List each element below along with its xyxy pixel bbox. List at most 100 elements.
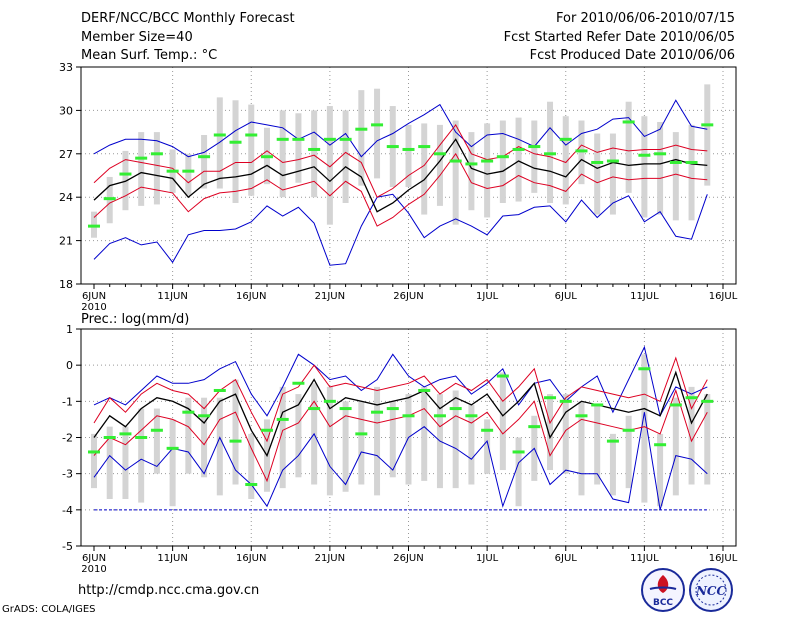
median-marker	[260, 155, 273, 159]
ensemble-box	[138, 408, 145, 503]
median-marker	[292, 381, 305, 385]
median-marker	[135, 156, 148, 160]
ensemble-box	[515, 437, 522, 507]
ensemble-box	[358, 401, 365, 485]
median-marker	[433, 414, 446, 418]
bcc-logo-text: BCC	[653, 598, 673, 608]
ensemble-box	[169, 419, 176, 507]
x-tick-label: 16JUL	[709, 291, 738, 302]
bcc-logo: BCC	[641, 568, 685, 612]
median-marker	[481, 428, 494, 432]
ensemble-box	[201, 134, 208, 189]
ensemble-box	[594, 133, 601, 215]
ensemble-box	[625, 101, 632, 193]
ensemble-box	[138, 132, 145, 206]
median-marker	[606, 439, 619, 443]
median-marker	[119, 432, 132, 436]
x-year-label: 2010	[81, 564, 106, 575]
y-tick-label: 24	[59, 191, 73, 204]
median-marker	[701, 123, 714, 127]
ensemble-box	[421, 123, 428, 215]
ensemble-box	[484, 123, 491, 218]
median-marker	[544, 396, 557, 400]
median-marker	[418, 145, 431, 149]
ensemble-box	[122, 150, 129, 211]
x-tick-label: 16JUL	[709, 553, 738, 564]
ensemble-box	[672, 397, 679, 496]
ensemble-box	[216, 97, 223, 189]
median-marker	[528, 145, 541, 149]
ensemble-box	[657, 433, 664, 507]
produced-date: Fcst Produced Date 2010/06/06	[529, 48, 735, 63]
ensemble-box	[279, 110, 286, 198]
median-marker	[260, 428, 273, 432]
median-marker	[622, 120, 635, 124]
y-tick-label: 1	[66, 323, 73, 336]
ensemble-box	[657, 121, 664, 215]
series-mean-line	[93, 138, 708, 213]
x-tick-label: 6JUL	[555, 291, 578, 302]
median-marker	[386, 407, 399, 411]
ensemble-box	[153, 132, 160, 205]
median-marker	[465, 414, 478, 418]
ensemble-box	[122, 426, 129, 499]
variable-label: Mean Surf. Temp.: °C	[81, 48, 218, 63]
median-marker	[528, 425, 541, 429]
series-min-line	[93, 193, 708, 266]
median-marker	[465, 162, 478, 166]
median-marker	[496, 155, 509, 159]
ensemble-box	[389, 401, 396, 478]
ensemble-box	[484, 419, 491, 474]
ncc-logo: NCC	[689, 568, 733, 612]
ensemble-box	[201, 397, 208, 478]
ensemble-box	[374, 88, 381, 179]
ensemble-box	[436, 124, 443, 206]
ensemble-box	[452, 390, 459, 489]
ensemble-box	[594, 404, 601, 485]
series-max-line	[93, 345, 708, 418]
x-tick-label: 11JUN	[157, 291, 187, 302]
ensemble-box	[106, 426, 113, 499]
x-tick-label: 26JUN	[393, 291, 423, 302]
median-marker	[339, 137, 352, 141]
x-tick-label: 11JUL	[630, 553, 659, 564]
median-marker	[575, 149, 588, 153]
median-marker	[292, 137, 305, 141]
median-marker	[308, 407, 321, 411]
median-marker	[575, 414, 588, 418]
median-marker	[245, 483, 258, 487]
ensemble-box	[609, 133, 616, 215]
y-tick-label: 18	[59, 278, 73, 291]
panel-temperature: 18 21 24 27 30 33 6JUN 11JUN 16JUN 21JUN 26JUN 1JUL…	[59, 61, 738, 313]
ensemble-box	[326, 106, 333, 225]
median-marker	[229, 439, 242, 443]
x-tick-label: 21JUN	[315, 553, 345, 564]
median-marker	[135, 436, 148, 439]
median-marker	[103, 197, 116, 201]
x-tick-label: 6JUN	[82, 291, 106, 302]
ensemble-box	[641, 354, 648, 503]
ensemble-box	[232, 379, 239, 485]
x-tick-label: 1JUL	[476, 553, 499, 564]
source-url[interactable]: http://cmdp.ncc.cma.gov.cn	[78, 583, 260, 598]
median-marker	[559, 399, 572, 403]
ensemble-box	[295, 113, 302, 183]
x-tick-label: 11JUL	[630, 291, 659, 302]
series-lower-line	[93, 388, 708, 483]
ensemble-box	[562, 116, 569, 205]
median-marker	[182, 169, 195, 173]
median-marker	[339, 407, 352, 411]
y-tick-label: -4	[62, 504, 73, 517]
median-marker	[276, 417, 289, 421]
series-mean-line	[93, 370, 708, 458]
median-marker	[433, 152, 446, 156]
median-marker	[371, 410, 384, 414]
median-marker	[669, 403, 682, 407]
series-upper-line	[93, 123, 708, 198]
x-year-label: 2010	[81, 302, 106, 313]
x-tick-label: 26JUN	[393, 553, 423, 564]
ensemble-box	[248, 433, 255, 499]
median-marker	[496, 374, 509, 378]
ensemble-box	[216, 397, 223, 496]
ensemble-box	[562, 394, 569, 474]
